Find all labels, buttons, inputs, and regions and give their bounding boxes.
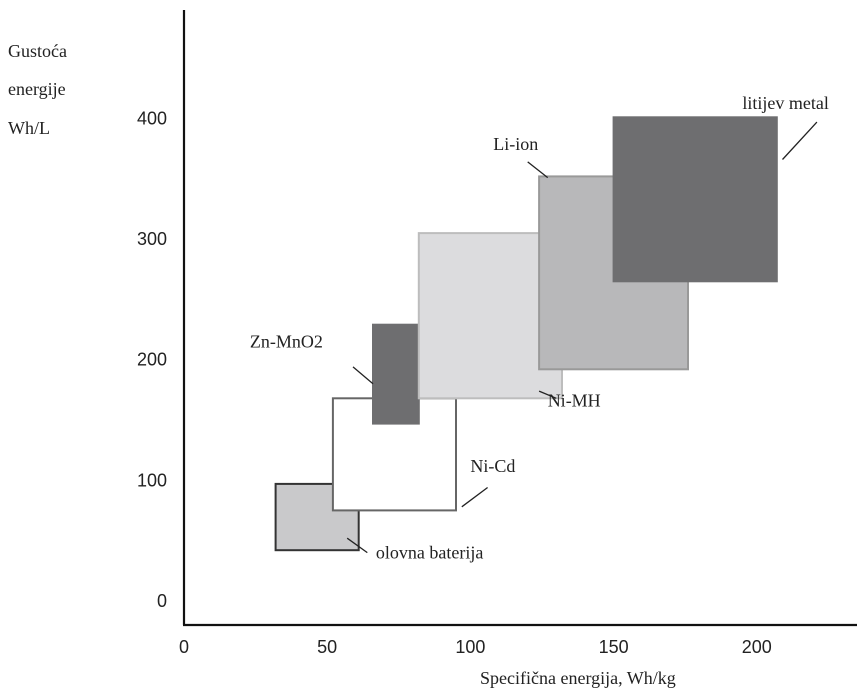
leader-line-li-ion — [527, 161, 549, 179]
y-tick-label: 200 — [137, 350, 167, 370]
x-tick-label: 0 — [179, 637, 189, 657]
leader-line-zn-mno2 — [352, 366, 374, 385]
leader-line-ni-mh — [538, 390, 557, 399]
labels-layer: olovna baterija Ni-Cd Zn-MnO2 Ni-MH Li-ion li… — [250, 93, 829, 563]
x-tick-label: 200 — [742, 637, 772, 657]
series-label-zn-mno2: Zn-MnO2 — [250, 332, 323, 352]
x-tick-label: 150 — [599, 637, 629, 657]
axis-titles-layer: Gustoća energije Wh/L Specifična energij… — [8, 41, 676, 688]
series-label-li-ion: Li-ion — [493, 134, 538, 154]
ticks-layer: 0 100 200 300 400 0 50 100 150 200 — [137, 109, 772, 658]
y-axis-title-line-3: Wh/L — [8, 118, 50, 138]
y-tick-label: 0 — [157, 591, 167, 611]
y-tick-label: 100 — [137, 470, 167, 490]
range-box-zn-mno2 — [372, 323, 420, 425]
y-tick-label: 300 — [137, 229, 167, 249]
leader-line-litijev-metal — [782, 121, 818, 160]
rects-layer — [274, 116, 778, 552]
series-label-ni-mh: Ni-MH — [548, 391, 601, 411]
leader-line-olovna-baterija — [346, 537, 368, 554]
y-axis-title-line-2: energije — [8, 79, 66, 99]
leader-line-ni-cd — [461, 486, 488, 508]
series-label-ni-cd: Ni-Cd — [470, 456, 515, 476]
x-tick-label: 100 — [455, 637, 485, 657]
axes-layer — [182, 10, 857, 627]
series-label-litijev-metal: litijev metal — [742, 93, 828, 113]
x-axis-title: Specifična energija, Wh/kg — [480, 668, 676, 688]
range-box-litijev-metal — [612, 116, 778, 283]
leaders-layer — [346, 121, 818, 554]
series-label-olovna-baterija: olovna baterija — [376, 543, 483, 563]
y-axis-title-line-1: Gustoća — [8, 41, 67, 61]
x-tick-label: 50 — [317, 637, 337, 657]
y-tick-label: 400 — [137, 109, 167, 129]
